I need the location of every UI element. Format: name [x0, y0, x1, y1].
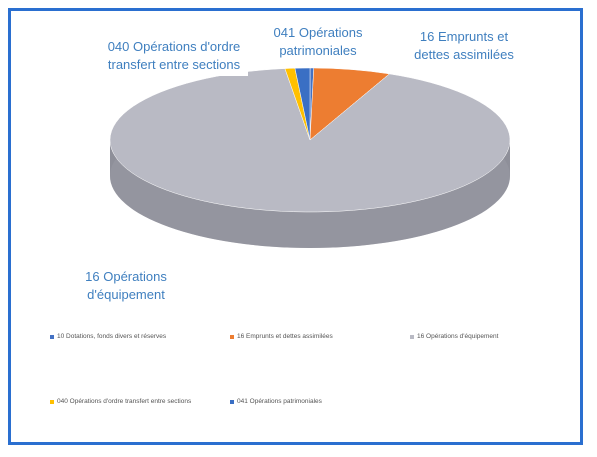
legend-item: 041 Opérations patrimoniales: [230, 398, 322, 405]
data-label: 040 Opérations d'ordre transfert entre s…: [100, 36, 248, 76]
legend-label: 10 Dotations, fonds divers et réserves: [57, 333, 167, 340]
legend-marker: [50, 399, 54, 404]
legend-label: 16 Opérations d'équipement: [417, 333, 499, 340]
legend-marker: [230, 334, 234, 339]
legend-label: 16 Emprunts et dettes assimilées: [237, 333, 333, 340]
legend-item: 16 Opérations d'équipement: [410, 333, 498, 340]
data-label: 16 Emprunts et dettes assimilées: [405, 26, 523, 66]
data-label: 16 Opérations d'équipement: [72, 266, 180, 306]
chart-frame: [8, 8, 583, 445]
legend-label: 040 Opérations d'ordre transfert entre s…: [57, 398, 192, 405]
data-label: 041 Opérations patrimoniales: [268, 22, 368, 62]
legend-label: 041 Opérations patrimoniales: [237, 398, 322, 405]
pie-slice: [294, 67, 311, 141]
legend-item: 16 Emprunts et dettes assimilées: [230, 333, 333, 340]
legend-marker: [50, 334, 54, 339]
legend-marker: [230, 399, 234, 404]
legend-item: 040 Opérations d'ordre transfert entre s…: [50, 398, 191, 405]
legend-marker: [410, 334, 414, 339]
pie-slice: [109, 68, 511, 213]
legend-item: 10 Dotations, fonds divers et réserves: [50, 333, 166, 340]
